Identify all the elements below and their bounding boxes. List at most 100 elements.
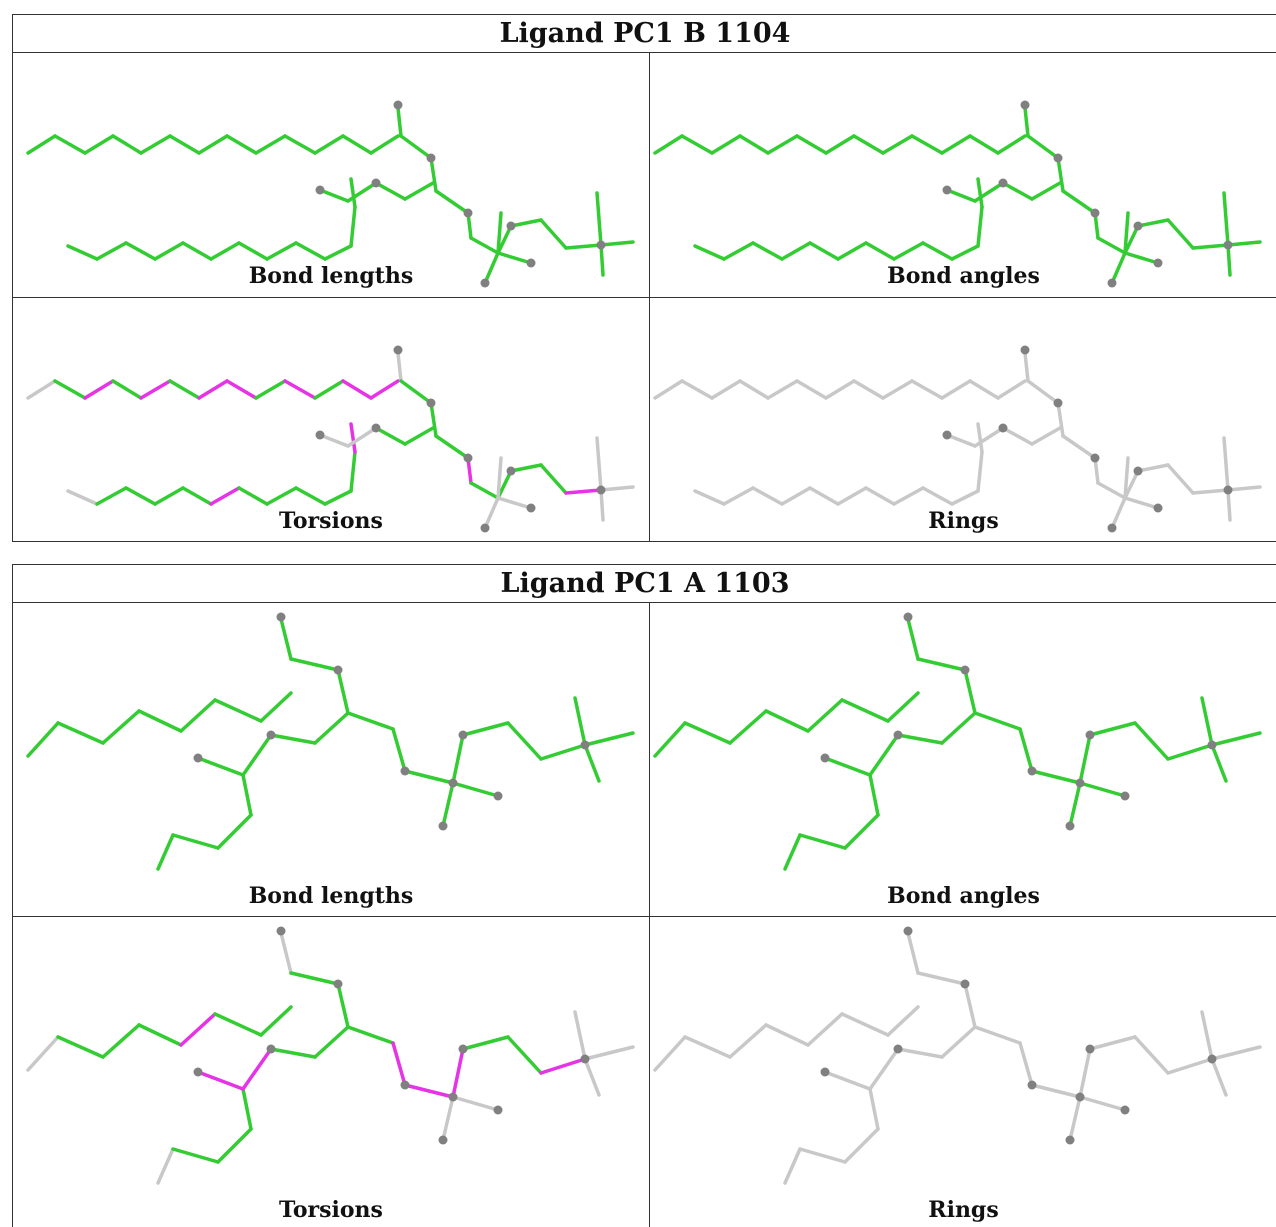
bond <box>573 696 587 747</box>
bond <box>764 1023 810 1047</box>
bond <box>506 721 543 761</box>
bond <box>1030 181 1062 201</box>
bond <box>196 756 245 777</box>
bond <box>916 971 967 986</box>
bond <box>583 731 635 747</box>
bond <box>976 422 984 454</box>
atom <box>1053 153 1063 163</box>
bond <box>921 241 954 261</box>
bond <box>808 486 840 506</box>
bond <box>396 351 403 383</box>
bond <box>1123 224 1140 255</box>
atom <box>1075 1092 1085 1102</box>
bond <box>881 379 914 400</box>
bond <box>137 1023 183 1047</box>
bond <box>1018 727 1034 773</box>
bond <box>653 721 687 758</box>
bond <box>599 243 605 277</box>
atom <box>942 430 952 440</box>
bond <box>1030 1083 1082 1099</box>
bond <box>963 982 977 1029</box>
bond <box>1222 436 1230 492</box>
bond <box>213 698 263 723</box>
atom <box>1153 503 1163 513</box>
bond <box>53 379 87 400</box>
bond <box>349 205 357 248</box>
bond <box>1110 251 1127 285</box>
bond <box>396 106 403 138</box>
bond <box>738 379 770 400</box>
bond <box>137 709 183 733</box>
bond <box>881 134 914 155</box>
bond <box>399 134 433 160</box>
atom <box>596 240 606 250</box>
cell-torsions: Torsions <box>13 917 649 1227</box>
bond <box>599 488 605 522</box>
cell-label: Rings <box>928 1197 999 1223</box>
bond <box>181 486 213 506</box>
bond <box>496 469 513 500</box>
atom <box>438 821 448 831</box>
bond <box>1226 243 1232 277</box>
cell-label: Torsions <box>279 508 383 534</box>
bond <box>1026 379 1060 405</box>
bond <box>1078 1095 1127 1112</box>
bond <box>171 1147 220 1164</box>
bond <box>461 721 510 737</box>
bond <box>1056 156 1065 193</box>
bond <box>279 931 293 975</box>
bond <box>349 177 357 209</box>
atom <box>393 100 403 110</box>
bond <box>139 379 172 400</box>
bond <box>101 1023 141 1059</box>
bond <box>241 1087 253 1131</box>
bond <box>349 422 357 454</box>
bond <box>808 241 840 261</box>
bond <box>886 1005 920 1037</box>
bond <box>269 1047 317 1059</box>
bond <box>509 463 543 473</box>
bond <box>798 1147 847 1164</box>
bond <box>1030 426 1062 446</box>
atom <box>1027 766 1037 776</box>
bond <box>451 733 465 785</box>
atom <box>526 258 536 268</box>
bond <box>680 134 714 155</box>
bond <box>1078 1047 1092 1099</box>
bond <box>496 251 533 265</box>
bond <box>1136 463 1170 473</box>
cell-label: Bond angles <box>887 263 1040 289</box>
bond <box>710 379 742 400</box>
atom <box>1075 778 1085 788</box>
atom <box>276 926 286 936</box>
bond <box>101 709 141 745</box>
bond <box>693 489 726 506</box>
bond <box>313 711 350 745</box>
bond <box>751 486 784 506</box>
bond <box>265 486 298 506</box>
bond <box>1030 769 1082 785</box>
bond <box>1061 434 1097 460</box>
atom <box>1085 730 1095 740</box>
atom <box>1133 466 1143 476</box>
bond <box>434 189 470 215</box>
cell-label: Torsions <box>279 1197 383 1223</box>
bond <box>940 711 977 745</box>
atom <box>276 612 286 622</box>
bond <box>583 1057 601 1097</box>
bond <box>506 1035 543 1075</box>
bond <box>892 241 925 261</box>
bond <box>181 241 213 261</box>
bond <box>1166 463 1195 495</box>
bond <box>434 434 470 460</box>
bond <box>451 781 500 798</box>
bond <box>1088 721 1137 737</box>
atom <box>1090 453 1100 463</box>
bond <box>237 486 269 506</box>
bond <box>968 379 1000 400</box>
bond <box>868 1087 880 1131</box>
bond <box>1018 1041 1034 1087</box>
bond <box>599 240 635 247</box>
atom <box>315 185 325 195</box>
atom <box>1065 1135 1075 1145</box>
